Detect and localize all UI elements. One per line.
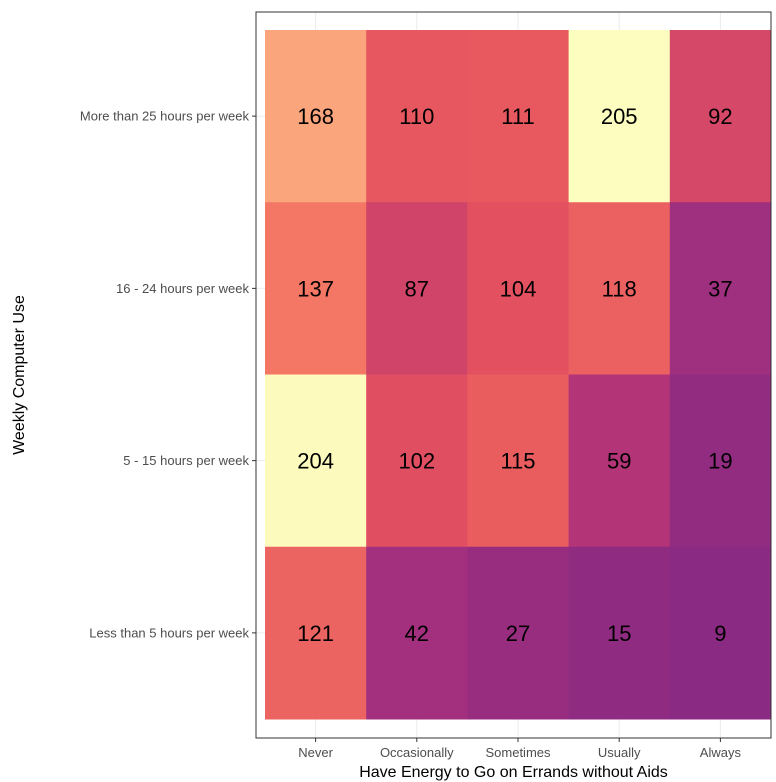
cell-value-label: 102 [398,449,435,474]
heatmap-cell [669,202,772,375]
cell-value-label: 110 [399,104,434,129]
cell-value-labels: 168 110 111 205 92 137 87 104 118 37 204 102 115 59 19… [297,104,732,646]
heatmap-cell [669,30,772,203]
y-axis-title: Weekly Computer Use [11,295,28,455]
heatmap-cell [366,30,468,203]
heatmap-cell [467,374,570,548]
x-axis-ticks: Never Occasionally Sometimes Usually Always [298,738,741,760]
heatmap-cell [669,546,772,720]
cell-value-label: 9 [714,621,726,646]
cell-value-label: 104 [500,276,537,301]
x-tick-label: Sometimes [485,745,551,760]
cell-value-label: 19 [708,449,732,474]
cell-value-label: 205 [601,104,638,129]
heatmap-cell [568,30,671,203]
heatmap-cell [467,30,570,203]
x-tick-label: Always [700,745,742,760]
heatmap-cell [467,202,570,375]
heatmap-cell [265,374,367,548]
cell-value-label: 137 [297,276,334,301]
x-tick-label: Occasionally [380,745,454,760]
heatmap-cell [366,546,468,720]
x-tick-label: Usually [598,745,641,760]
cell-value-label: 92 [708,104,732,129]
cell-value-label: 115 [500,449,535,474]
heatmap-cell [366,374,468,548]
cell-value-label: 111 [501,104,534,129]
cell-value-label: 42 [405,621,429,646]
heatmap-cell [568,374,671,548]
y-tick-label: 5 - 15 hours per week [123,453,249,468]
cell-value-label: 121 [297,621,334,646]
y-axis-ticks: More than 25 hours per week 16 - 24 hours… [80,109,256,640]
cell-value-label: 27 [506,621,530,646]
cell-value-label: 15 [607,621,631,646]
heatmap-cell [265,202,367,375]
x-tick-label: Never [298,745,333,760]
heatmap-cell [265,30,367,203]
heatmap-cell [568,202,671,375]
heatmap-cell [467,546,570,720]
y-tick-label: Less than 5 hours per week [89,625,249,640]
y-tick-label: 16 - 24 hours per week [116,281,249,296]
cell-value-label: 204 [297,449,334,474]
heatmap-cell [366,202,468,375]
y-tick-label: More than 25 hours per week [80,109,250,124]
cell-value-label: 37 [708,276,732,301]
x-axis-title: Have Energy to Go on Errands without Aid… [359,764,668,781]
heatmap-cell [669,374,772,548]
cell-value-label: 59 [607,449,631,474]
cell-value-label: 118 [602,276,637,301]
heatmap-cell [568,546,671,720]
cell-value-label: 168 [297,104,334,129]
cell-value-label: 87 [405,276,429,301]
panel-border [255,11,772,739]
heatmap-cells [265,30,772,720]
heatmap-cell [265,546,367,720]
